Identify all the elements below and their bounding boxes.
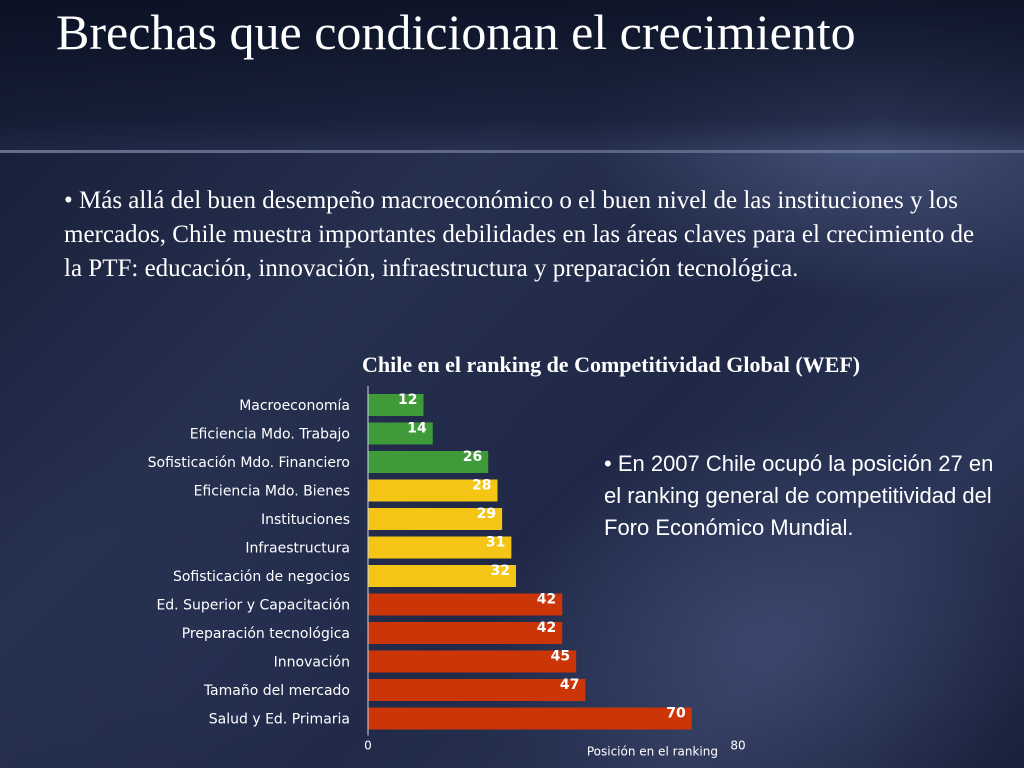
x-tick-min: 0 — [364, 739, 372, 753]
bar-value-label: 31 — [486, 535, 505, 551]
value-labels: 12 14 26 28 29 31 32 42 42 45 47 70 — [398, 392, 686, 722]
bar-value-label: 42 — [537, 620, 556, 636]
bar-value-label: 47 — [560, 677, 579, 693]
bar — [368, 622, 563, 644]
category-label: Innovación — [274, 655, 350, 671]
category-label: Macroeconomía — [239, 398, 350, 414]
bar-value-label: 45 — [551, 649, 570, 665]
bar — [368, 422, 433, 445]
bar-value-label: 28 — [472, 478, 491, 494]
category-label: Eficiencia Mdo. Trabajo — [190, 427, 350, 443]
category-label: Tamaño del mercado — [203, 683, 350, 699]
chart-title: Chile en el ranking de Competitividad Gl… — [362, 352, 861, 377]
category-label: Salud y Ed. Primaria — [209, 712, 350, 728]
bar — [368, 394, 424, 416]
x-axis-title: Posición en el ranking — [587, 745, 718, 759]
category-label: Sofisticación Mdo. Financiero — [148, 455, 350, 471]
side-note-text: • En 2007 Chile ocupó la posición 27 en … — [604, 451, 994, 540]
bar-value-label: 42 — [537, 592, 556, 608]
slide-title: Brechas que condicionan el crecimiento — [56, 4, 856, 60]
bar — [368, 565, 516, 587]
bar-value-label: 12 — [398, 392, 417, 408]
category-label: Ed. Superior y Capacitación — [156, 598, 350, 614]
category-label: Sofisticación de negocios — [173, 569, 350, 585]
ranking-bar-chart: Macroeconomía Eficiencia Mdo. Trabajo Sofi… — [148, 386, 746, 759]
category-label: Instituciones — [261, 512, 350, 528]
bar-value-label: 14 — [407, 421, 427, 437]
title-band — [0, 0, 1024, 150]
category-label: Infraestructura — [245, 541, 350, 557]
bar — [368, 707, 692, 730]
bar — [368, 679, 586, 701]
category-label: Preparación tecnológica — [182, 626, 350, 642]
bar-value-label: 32 — [491, 563, 510, 579]
bar — [368, 536, 512, 559]
title-band-divider — [0, 150, 1024, 153]
bar-value-label: 29 — [477, 506, 496, 522]
x-tick-max: 80 — [730, 739, 745, 753]
bar — [368, 650, 577, 673]
category-label: Eficiencia Mdo. Bienes — [194, 484, 350, 500]
bar-value-label: 26 — [463, 449, 482, 465]
main-bullet-text: • Más allá del buen desempeño macroeconó… — [64, 187, 975, 282]
bar — [368, 593, 563, 616]
bar-value-label: 70 — [666, 706, 686, 722]
bar — [368, 451, 489, 473]
bars — [368, 394, 692, 730]
bar — [368, 479, 498, 502]
category-labels: Macroeconomía Eficiencia Mdo. Trabajo Sofi… — [148, 398, 350, 728]
bar — [368, 508, 503, 530]
